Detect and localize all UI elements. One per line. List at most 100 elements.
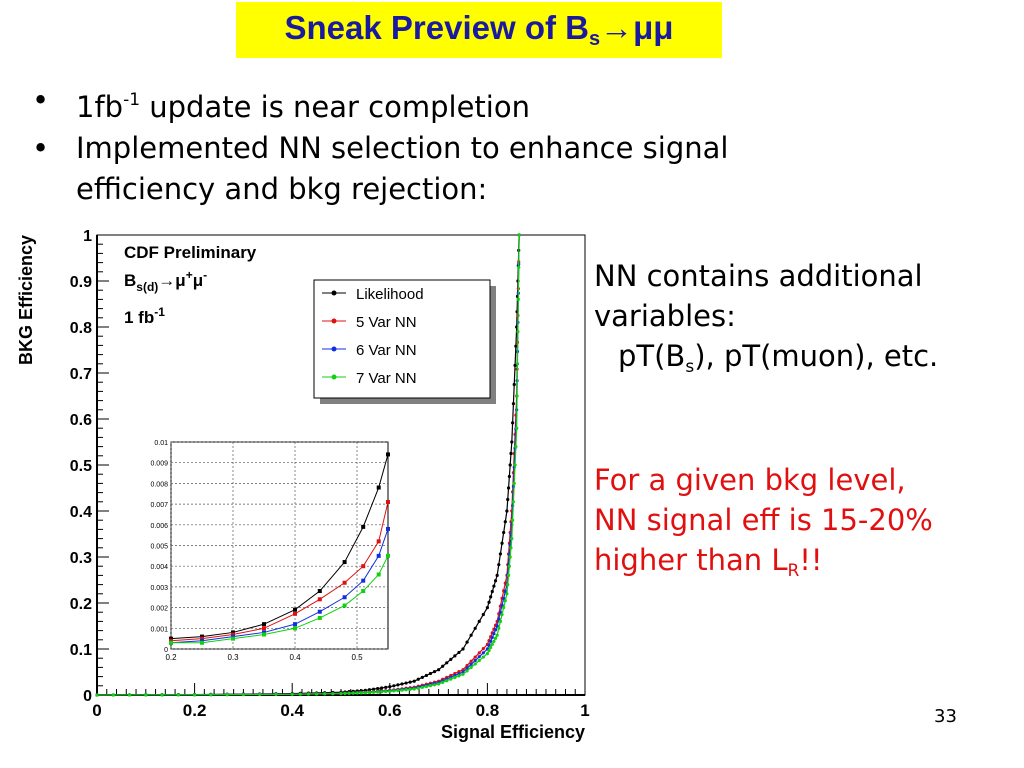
series-point — [392, 684, 396, 688]
red-line-3: higher than LR!! — [594, 540, 1019, 591]
series-point — [416, 677, 420, 681]
y-tick-label: 0.9 — [70, 274, 92, 291]
series-point — [469, 665, 473, 669]
inset-series-line — [171, 555, 389, 644]
series-point — [503, 520, 507, 524]
legend-swatch-marker — [331, 290, 337, 296]
inset-series-point — [293, 626, 297, 631]
efficiency-claim-note: For a given bkg level, NN signal eff is … — [594, 460, 1019, 591]
note-line3-sub: s — [685, 357, 695, 377]
inset-series-line — [170, 501, 389, 642]
series-point — [489, 639, 493, 643]
inset-series-point — [386, 553, 390, 558]
series-point — [502, 596, 506, 600]
series-point — [485, 606, 489, 610]
inset-series-point — [169, 636, 173, 641]
annotation-decay-part: + — [186, 268, 193, 282]
series-point — [428, 671, 433, 676]
bullet-dot-icon: • — [32, 131, 50, 165]
x-tick-label: 0.8 — [476, 701, 500, 720]
series-point — [380, 690, 384, 694]
inset-series-point — [169, 638, 173, 643]
y-tick-label: 0.5 — [70, 458, 92, 475]
series-point — [500, 603, 504, 607]
inset-y-tick-label: 0.006 — [150, 523, 168, 530]
series-point — [461, 647, 465, 651]
series-point — [511, 500, 516, 504]
series-point — [323, 692, 327, 696]
title-subscript: s — [588, 28, 601, 50]
arrow-icon: → — [600, 9, 634, 46]
series-point — [487, 643, 491, 647]
legend-swatch-marker — [331, 318, 337, 324]
series-point — [492, 632, 496, 636]
inset-series-point — [231, 634, 235, 639]
series-point — [473, 662, 477, 666]
title-main: Sneak Preview of B — [284, 9, 589, 46]
note-line3-b: ), pT(muon), etc. — [694, 339, 939, 373]
chart-legend: Likelihood 5 Var NN 6 Var NN 7 Var NN — [313, 279, 496, 404]
series-point — [298, 692, 302, 696]
series-point — [477, 658, 481, 663]
series-point — [495, 633, 499, 637]
series-point — [306, 692, 311, 696]
inset-series-point — [386, 526, 390, 531]
series-point — [481, 612, 485, 617]
series-point — [477, 655, 481, 659]
note-line-1: NN contains additional — [594, 259, 923, 293]
bullet2-line1: Implemented NN selection to enhance sign… — [76, 131, 729, 165]
inset-x-tick-label: 0.4 — [289, 653, 301, 662]
series-point — [367, 690, 372, 695]
series-point — [465, 666, 469, 670]
series-point — [359, 691, 363, 695]
inset-series-point — [231, 632, 235, 637]
bullet-item-1: • 1fb-1 update is near completion — [28, 80, 968, 128]
inset-series-point — [386, 452, 390, 457]
inset-y-tick-label: 0.009 — [150, 461, 168, 468]
series-point — [508, 555, 512, 559]
bullet1-superscript: -1 — [123, 90, 141, 110]
inset-series-point — [231, 636, 235, 641]
series-point — [497, 626, 501, 630]
inset-series-point — [200, 638, 204, 643]
series-point — [490, 635, 494, 640]
series-point — [437, 668, 441, 672]
inset-series-point — [262, 622, 266, 627]
series-point — [420, 685, 424, 689]
legend-entry-label: 5 Var NN — [356, 314, 417, 331]
series-point — [465, 663, 469, 668]
series-point — [492, 639, 496, 643]
series-point — [258, 692, 262, 697]
series-point — [274, 692, 278, 696]
inset-series-point — [376, 539, 381, 544]
bullet-dot-icon: • — [32, 83, 50, 117]
series-point — [396, 688, 400, 693]
series-point — [127, 693, 132, 697]
x-tick-label: 0 — [92, 701, 101, 720]
x-tick-label: 0.2 — [183, 701, 207, 720]
y-tick-label: 0.1 — [70, 642, 92, 659]
series-point — [503, 589, 507, 594]
series-point — [515, 362, 520, 366]
annotation-luminosity-exponent: -1 — [154, 305, 165, 319]
annotation-decay-part: s(d) — [136, 280, 158, 294]
legend-entry-label: Likelihood — [356, 286, 424, 303]
series-point — [343, 691, 347, 696]
red-line3-sub: R — [787, 561, 800, 581]
red-line-2: NN signal eff is 15-20% — [594, 503, 933, 537]
bullet-item-2: • Implemented NN selection to enhance si… — [28, 128, 968, 210]
series-point — [505, 592, 509, 596]
series-point — [473, 655, 477, 659]
inset-series-point — [361, 524, 366, 529]
inset-series-point — [200, 636, 204, 641]
inset-series-point — [317, 589, 322, 594]
series-point — [441, 664, 445, 668]
inset-series-line — [170, 454, 389, 640]
y-tick-label: 1 — [83, 228, 92, 245]
inset-series-point — [200, 640, 204, 645]
series-point — [404, 681, 408, 685]
series-point — [408, 680, 412, 684]
series-point — [111, 693, 115, 697]
series-point — [498, 610, 503, 614]
series-point — [371, 690, 376, 694]
